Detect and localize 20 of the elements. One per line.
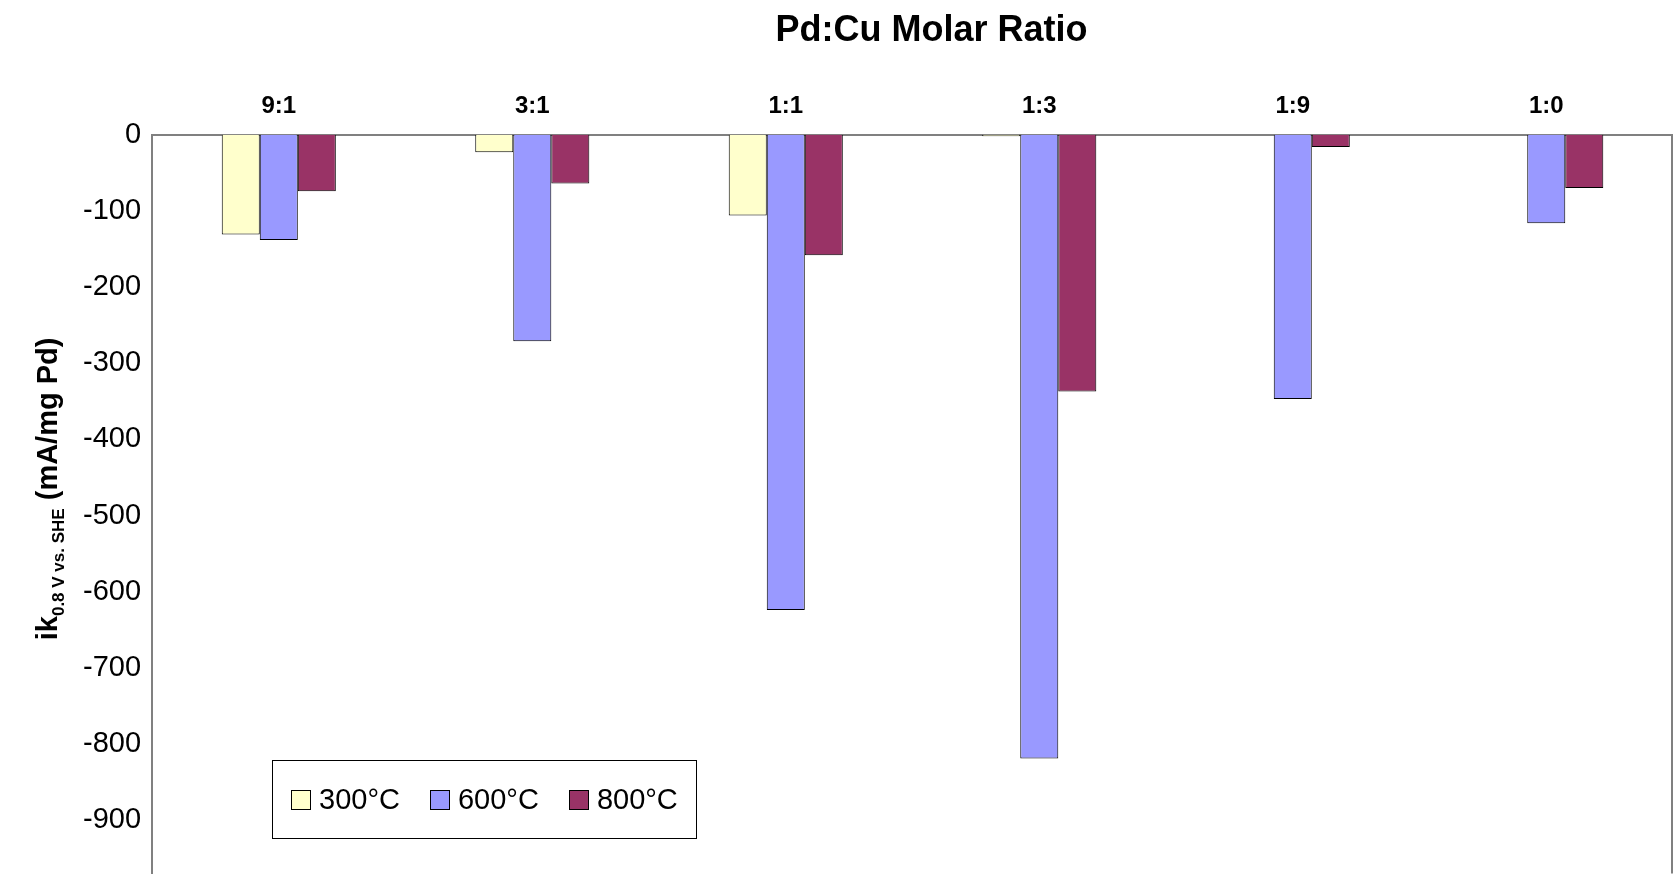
- legend-label: 600°C: [457, 783, 539, 816]
- x-tick-label: 1:9: [1275, 91, 1311, 119]
- legend-label: 800°C: [596, 783, 678, 816]
- y-tick-label: -800: [83, 726, 142, 759]
- y-tick-label: 0: [124, 116, 142, 149]
- x-tick-label: 9:1: [261, 91, 297, 119]
- y-tick-label: -700: [83, 649, 142, 682]
- y-tick-label: -400: [83, 421, 142, 454]
- x-tick-label: 3:1: [514, 91, 550, 119]
- x-tick-label: 1:3: [1021, 91, 1057, 119]
- legend-label: 300°C: [319, 783, 400, 816]
- chart-title: Pd:Cu Molar Ratio: [774, 8, 1089, 50]
- y-tick-label: -600: [83, 573, 142, 606]
- x-tick-label: 1:0: [1528, 91, 1564, 119]
- y-tick-label: -300: [83, 345, 142, 378]
- y-tick-label: -100: [83, 192, 142, 225]
- y-tick-label: -500: [83, 497, 142, 530]
- y-tick-label: -200: [83, 269, 142, 302]
- y-tick-label: -900: [83, 802, 142, 835]
- x-tick-label: 1:1: [768, 91, 804, 119]
